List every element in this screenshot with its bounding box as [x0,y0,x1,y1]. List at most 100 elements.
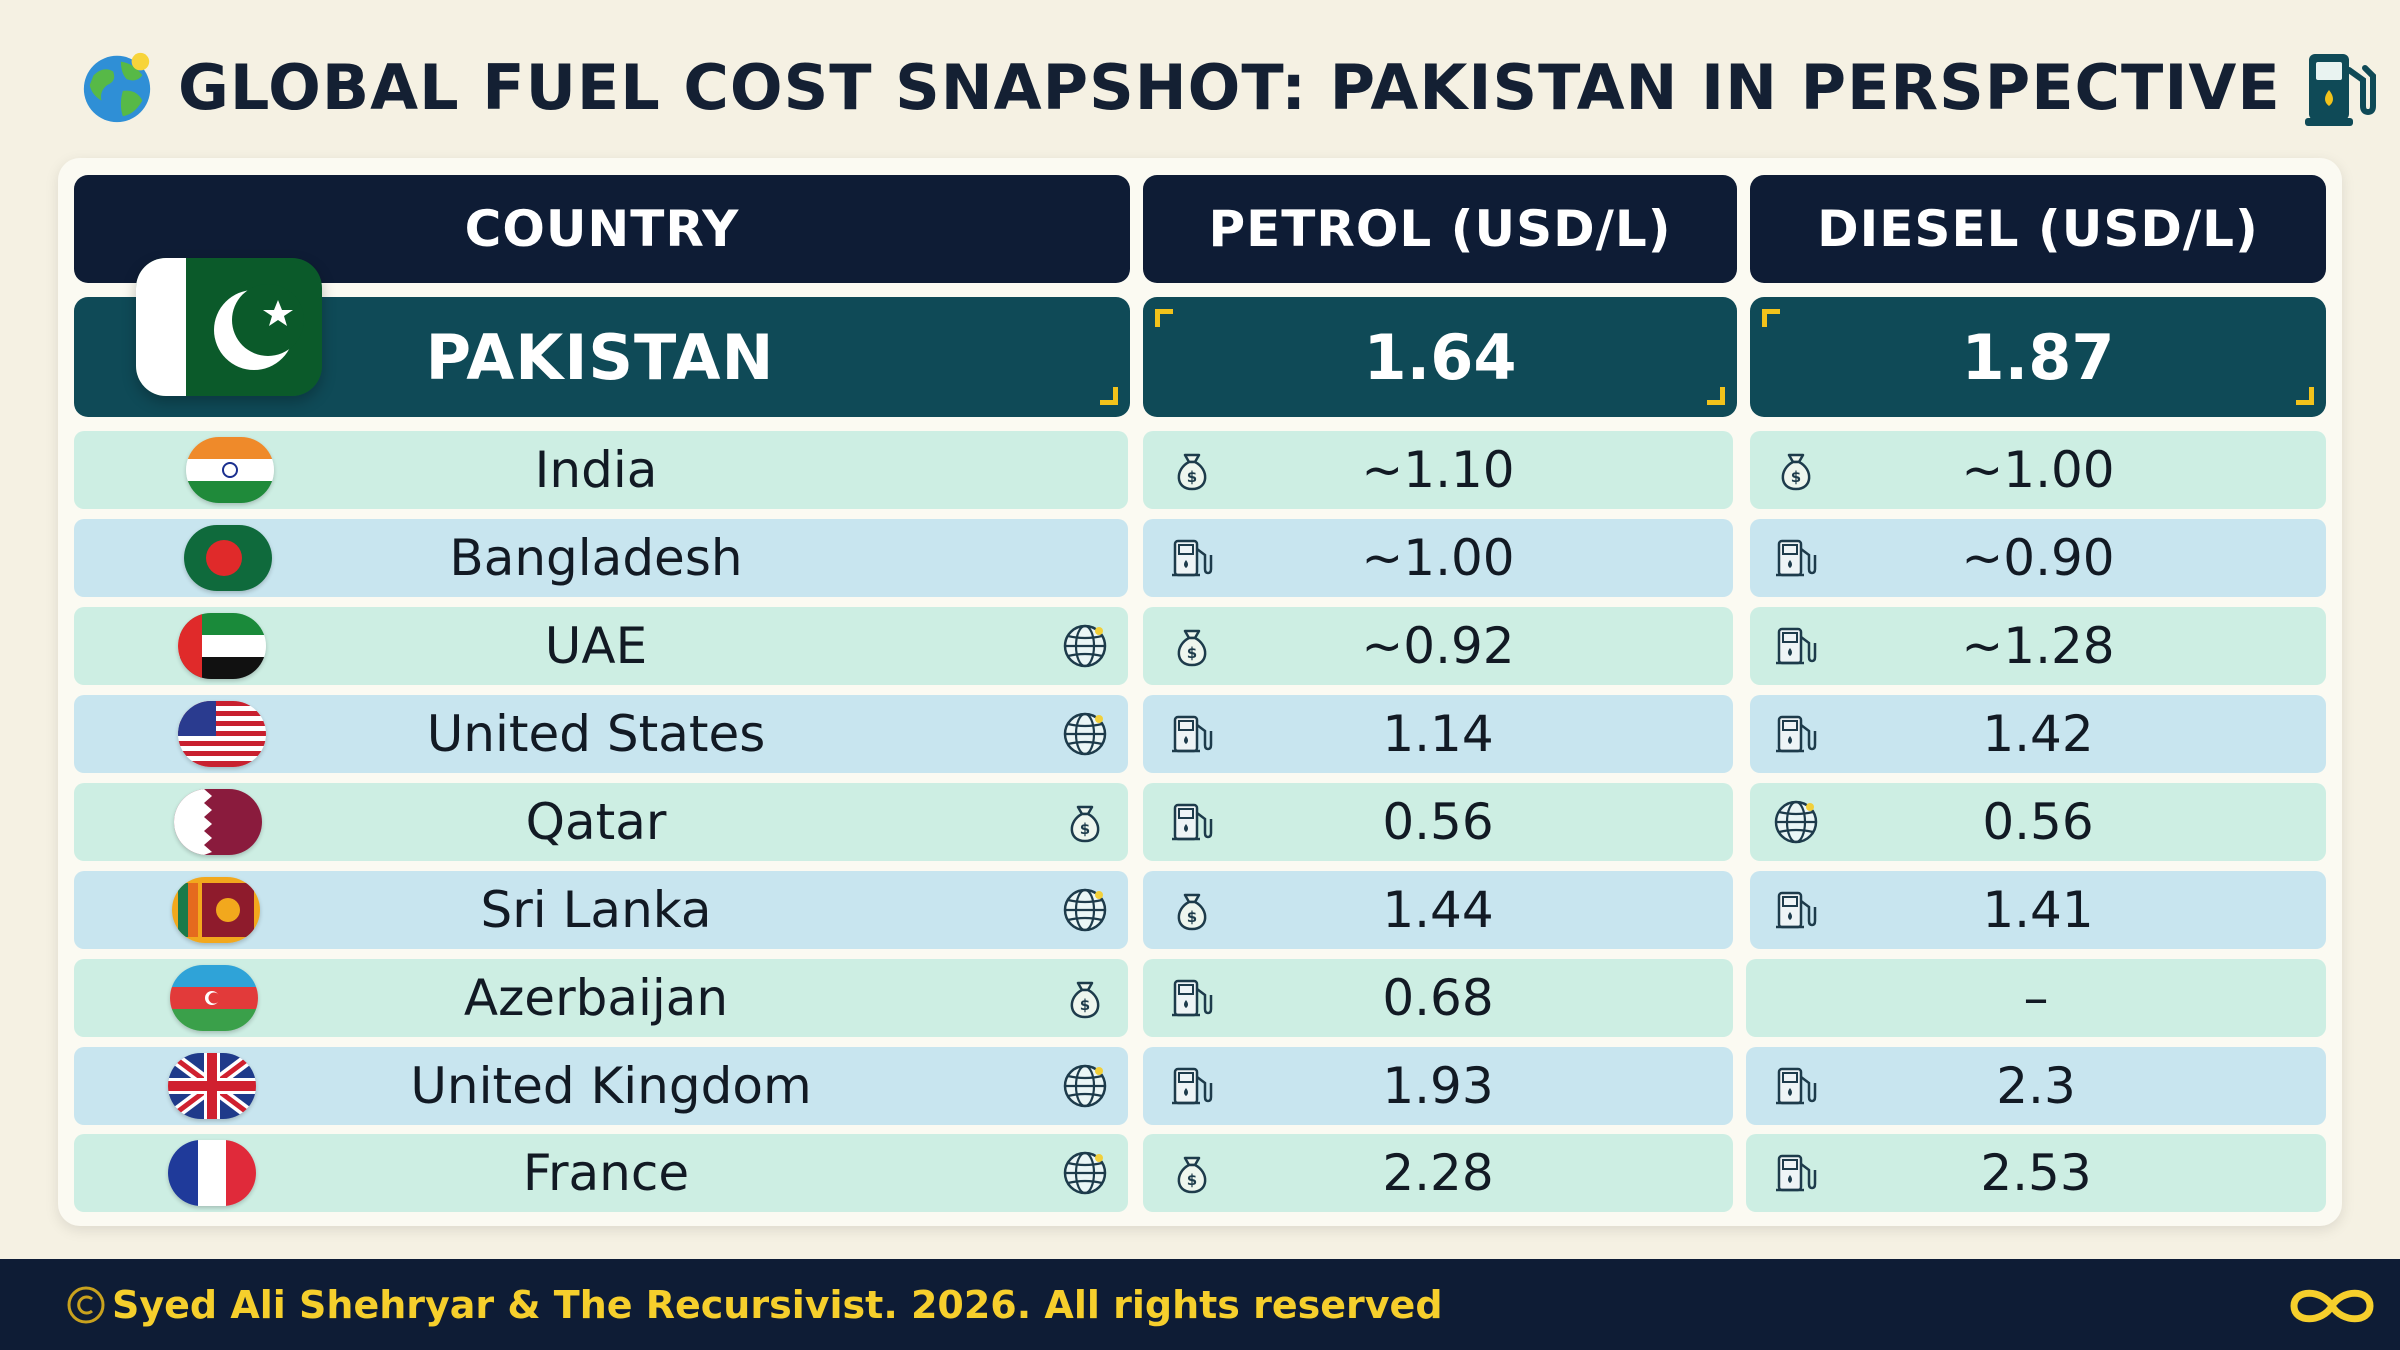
diesel-cell: 2.3 [1746,1047,2326,1125]
petrol-cell: 2.28 [1143,1134,1733,1212]
fuel-pump-icon [1167,973,1217,1023]
highlight-diesel-cell: 1.87 [1750,297,2326,417]
money-bag-icon [1167,445,1217,495]
fuel-pump-icon [1167,533,1217,583]
money-bag-icon [1060,797,1110,847]
petrol-cell: ~1.00 [1143,519,1733,597]
country-name: United States [426,705,766,763]
bangladesh-flag [184,525,272,591]
fuel-pump-icon [1167,797,1217,847]
money-bag-icon [1167,621,1217,671]
diesel-value: ~1.00 [1961,441,2115,499]
diesel-value: ~1.28 [1961,617,2115,675]
petrol-cell: 1.14 [1143,695,1733,773]
fuel-pump-icon [1771,621,1821,671]
money-bag-icon [1771,445,1821,495]
country-name: France [522,1144,690,1202]
corner-accent [1100,387,1118,405]
header-petrol: PETROL (USD/L) [1143,175,1737,283]
sri-lanka-flag [172,877,260,943]
fuel-pump-icon [1167,1061,1217,1111]
diesel-cell: ~1.00 [1750,431,2326,509]
fuel-pump-icon [2304,54,2376,126]
petrol-cell: 0.56 [1143,783,1733,861]
country-name: United Kingdom [410,1057,812,1115]
header-diesel: DIESEL (USD/L) [1750,175,2326,283]
petrol-value: ~1.00 [1361,529,1515,587]
country-name: Sri Lanka [480,881,712,939]
country-name: Bangladesh [449,529,743,587]
india-flag [186,437,274,503]
globe-icon [83,52,151,123]
globe-icon [1060,709,1110,759]
infinity-logo-icon [2290,1289,2374,1323]
france-flag [168,1140,256,1206]
corner-accent [1155,309,1173,327]
fuel-pump-icon [1771,533,1821,583]
fuel-pump-icon [1167,709,1217,759]
petrol-cell: 1.93 [1143,1047,1733,1125]
money-bag-icon [1167,885,1217,935]
corner-accent [2296,387,2314,405]
country-name: Qatar [525,793,667,851]
petrol-cell: 0.68 [1143,959,1733,1037]
united-states-flag [178,701,266,767]
highlight-country-name: PAKISTAN [425,320,775,394]
globe-icon [1060,621,1110,671]
azerbaijan-flag [170,965,258,1031]
pakistan-flag [136,258,322,396]
diesel-value: ~0.90 [1961,529,2115,587]
diesel-value: – [2023,969,2049,1027]
highlight-diesel-value: 1.87 [1961,320,2115,394]
fuel-pump-icon [1771,1148,1821,1198]
diesel-cell: 1.42 [1750,695,2326,773]
petrol-cell: ~0.92 [1143,607,1733,685]
diesel-cell: ~1.28 [1750,607,2326,685]
fuel-pump-icon [1771,885,1821,935]
diesel-value: 1.41 [1982,881,2094,939]
diesel-value: 0.56 [1982,793,2094,851]
petrol-cell: 1.44 [1143,871,1733,949]
diesel-value: 2.3 [1996,1057,2076,1115]
petrol-cell: ~1.10 [1143,431,1733,509]
petrol-value: ~1.10 [1361,441,1515,499]
globe-icon [1060,1061,1110,1111]
country-name: India [534,441,658,499]
united-kingdom-flag [168,1053,256,1119]
copyright-text: Syed Ali Shehryar & The Recursivist. 202… [112,1283,1443,1327]
money-bag-icon [1167,1148,1217,1198]
footer-bar: Syed Ali Shehryar & The Recursivist. 202… [0,1259,2400,1350]
qatar-flag [174,789,262,855]
corner-accent [1762,309,1780,327]
globe-icon [1060,1148,1110,1198]
highlight-petrol-cell: 1.64 [1143,297,1737,417]
diesel-value: 2.53 [1980,1144,2092,1202]
corner-accent [1707,387,1725,405]
table-row: Sri Lanka [74,871,1128,949]
country-name: Azerbaijan [463,969,729,1027]
petrol-value: ~0.92 [1361,617,1515,675]
diesel-cell: 1.41 [1750,871,2326,949]
diesel-cell: – [1746,959,2326,1037]
petrol-value: 2.28 [1382,1144,1494,1202]
petrol-value: 1.93 [1382,1057,1494,1115]
globe-icon [1060,885,1110,935]
globe-icon [1771,797,1821,847]
country-name: UAE [544,617,648,675]
fuel-pump-icon [1771,709,1821,759]
fuel-pump-icon [1771,1061,1821,1111]
diesel-cell: ~0.90 [1750,519,2326,597]
diesel-value: 1.42 [1982,705,2094,763]
petrol-value: 0.68 [1382,969,1494,1027]
petrol-value: 1.14 [1382,705,1494,763]
petrol-value: 0.56 [1382,793,1494,851]
diesel-cell: 2.53 [1746,1134,2326,1212]
page-title: GLOBAL FUEL COST SNAPSHOT: PAKISTAN IN P… [78,42,2379,132]
petrol-value: 1.44 [1382,881,1494,939]
highlight-petrol-value: 1.64 [1363,320,1517,394]
money-bag-icon [1060,973,1110,1023]
title-text: GLOBAL FUEL COST SNAPSHOT: PAKISTAN IN P… [178,50,2281,124]
uae-flag [178,613,266,679]
header-country: COUNTRY [74,175,1130,283]
diesel-cell: 0.56 [1750,783,2326,861]
